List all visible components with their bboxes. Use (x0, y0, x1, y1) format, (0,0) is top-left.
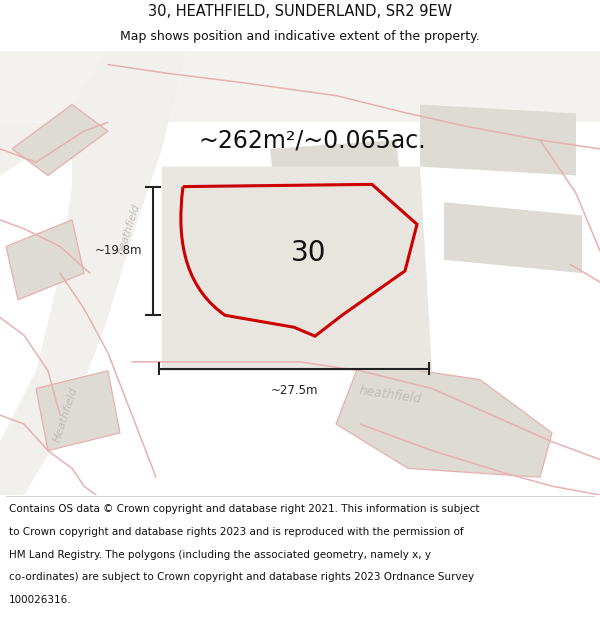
Polygon shape (6, 220, 84, 300)
Polygon shape (162, 167, 432, 371)
Polygon shape (0, 122, 84, 176)
Text: Map shows position and indicative extent of the property.: Map shows position and indicative extent… (120, 31, 480, 43)
Text: 100026316.: 100026316. (9, 595, 71, 605)
Polygon shape (270, 140, 402, 202)
Text: co-ordinates) are subject to Crown copyright and database rights 2023 Ordnance S: co-ordinates) are subject to Crown copyr… (9, 572, 474, 582)
Text: 30, HEATHFIELD, SUNDERLAND, SR2 9EW: 30, HEATHFIELD, SUNDERLAND, SR2 9EW (148, 4, 452, 19)
PathPatch shape (181, 184, 417, 336)
Polygon shape (36, 371, 120, 451)
Text: to Crown copyright and database rights 2023 and is reproduced with the permissio: to Crown copyright and database rights 2… (9, 527, 464, 537)
Polygon shape (0, 51, 186, 495)
Polygon shape (12, 104, 108, 176)
Text: ~262m²/~0.065ac.: ~262m²/~0.065ac. (198, 128, 426, 152)
Polygon shape (444, 202, 582, 273)
Text: 30: 30 (291, 239, 327, 267)
Text: ~27.5m: ~27.5m (270, 384, 318, 397)
Polygon shape (336, 362, 552, 478)
Text: HM Land Registry. The polygons (including the associated geometry, namely x, y: HM Land Registry. The polygons (includin… (9, 549, 431, 559)
Text: Contains OS data © Crown copyright and database right 2021. This information is : Contains OS data © Crown copyright and d… (9, 504, 479, 514)
Text: Heathfield: Heathfield (52, 386, 80, 444)
Polygon shape (0, 51, 600, 122)
Polygon shape (420, 104, 576, 176)
Text: heathfield: heathfield (116, 202, 142, 255)
Text: heathfield: heathfield (358, 384, 422, 406)
Text: ~19.8m: ~19.8m (95, 244, 142, 258)
